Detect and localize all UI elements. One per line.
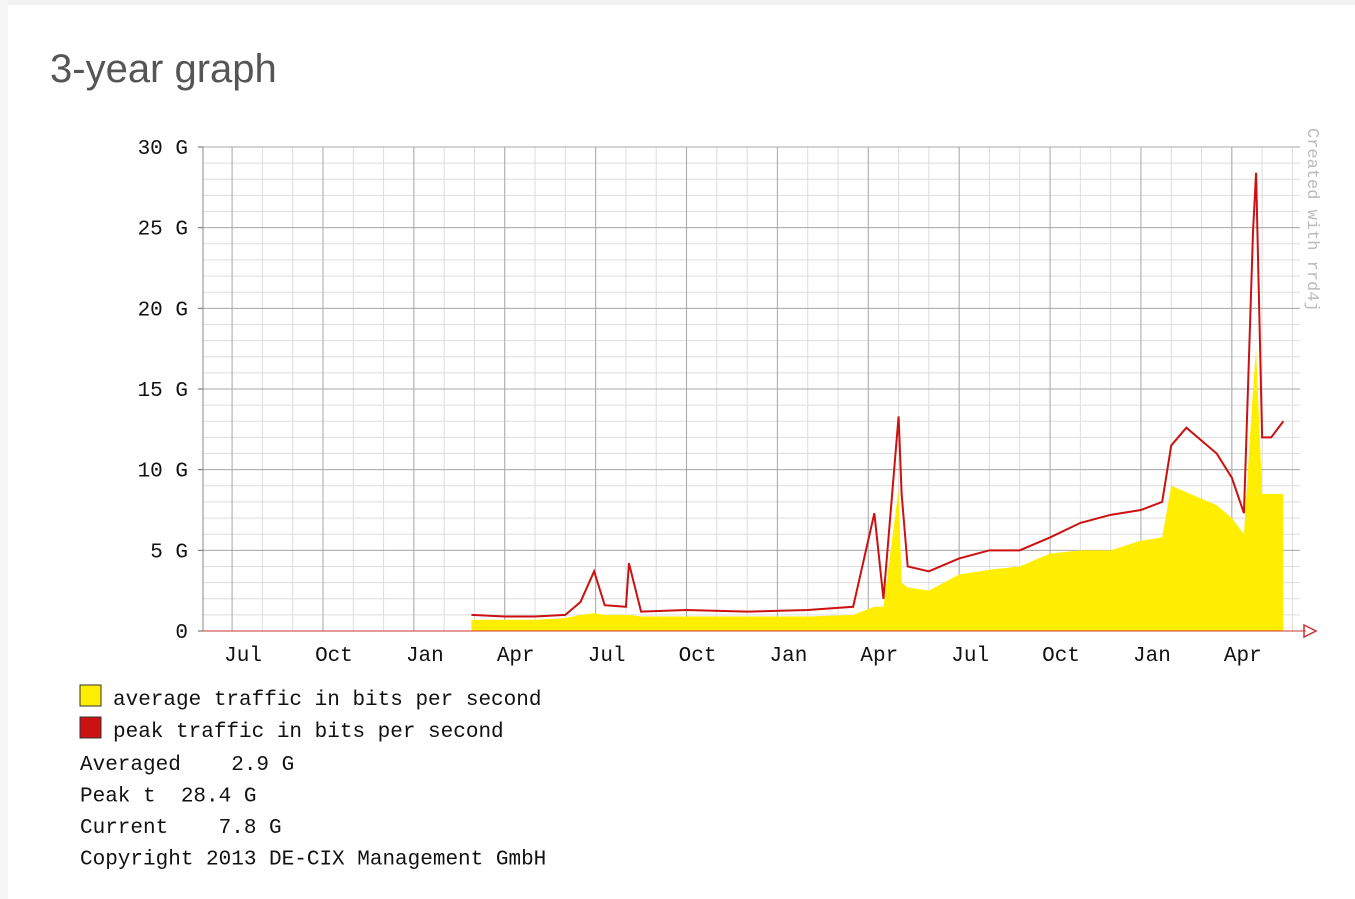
y-tick-label: 25 G xyxy=(138,219,188,242)
x-tick-label: Oct xyxy=(679,645,717,668)
watermark: Created with rrd4j xyxy=(1302,128,1321,312)
y-tick-label: 20 G xyxy=(138,299,188,322)
x-tick-label: Jan xyxy=(769,645,807,668)
x-tick-label: Oct xyxy=(315,645,353,668)
average-area xyxy=(471,348,1284,631)
x-tick-label: Jan xyxy=(1133,645,1171,668)
footer-line: Copyright 2013 DE-CIX Management GmbH xyxy=(80,849,546,872)
x-tick-label: Jul xyxy=(588,645,626,668)
footer-line: Averaged 2.9 G xyxy=(80,754,294,777)
peak-line xyxy=(471,172,1285,618)
y-tick-label: 5 G xyxy=(150,541,188,564)
chart-title: 3-year graph xyxy=(50,47,277,91)
x-tick-label: Apr xyxy=(860,645,898,668)
legend-swatch xyxy=(79,716,102,739)
legend-label: average traffic in bits per second xyxy=(113,689,541,712)
left-strip xyxy=(0,0,8,899)
y-tick-label: 30 G xyxy=(138,138,188,161)
x-tick-label: Apr xyxy=(1224,645,1262,668)
y-tick-label: 10 G xyxy=(138,461,188,484)
axis-arrow xyxy=(1303,623,1318,639)
y-tick-label: 15 G xyxy=(138,380,188,403)
footer-line: Peak t 28.4 G xyxy=(80,786,256,809)
x-tick-label: Apr xyxy=(497,645,535,668)
top-strip xyxy=(0,0,1355,5)
x-tick-label: Oct xyxy=(1042,645,1080,668)
footer-line: Current 7.8 G xyxy=(80,817,282,840)
x-tick-label: Jul xyxy=(224,645,262,668)
y-tick-label: 0 xyxy=(175,622,188,645)
x-tick-label: Jul xyxy=(951,645,989,668)
legend-label: peak traffic in bits per second xyxy=(113,721,504,744)
x-tick-label: Jan xyxy=(406,645,444,668)
legend-swatch xyxy=(79,684,102,707)
